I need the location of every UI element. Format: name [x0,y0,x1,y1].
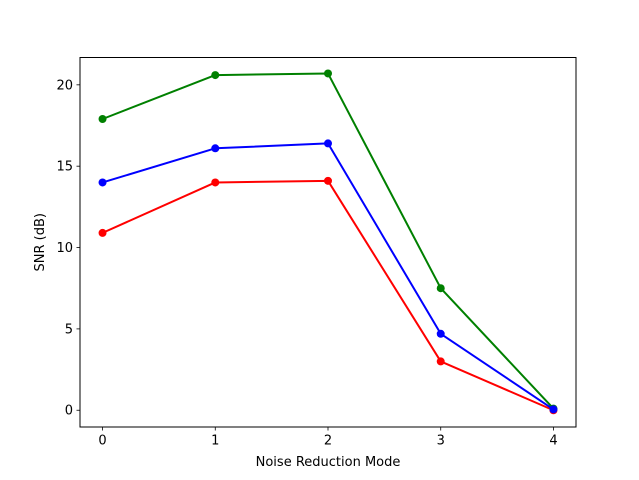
series-green-line [101,72,555,410]
y-tick-label: 20 [56,78,73,93]
series-blue-marker [324,139,332,148]
series-red-marker [211,178,220,187]
series-green-marker [98,115,107,124]
y-tick-label: 0 [65,404,73,419]
y-tick-label: 15 [56,160,73,175]
y-tick-label: 10 [56,241,73,256]
x-axis-label: Noise Reduction Mode [256,455,401,470]
x-tick-label: 1 [211,434,219,449]
series-red-line [101,179,555,412]
series-green-marker [436,284,445,293]
series-blue-marker [211,144,220,153]
series-red-marker [436,357,445,366]
x-tick-label: 2 [324,434,332,449]
series-blue-marker [549,405,558,414]
x-tick-label: 0 [98,434,106,449]
x-tick-label: 3 [437,434,445,449]
series-green-marker [211,71,220,80]
y-axis-label: SNR (dB) [33,213,48,271]
series-red-marker [324,176,332,185]
series-green-marker [324,69,332,78]
series-blue-marker [98,178,107,187]
series-blue-marker [436,329,445,338]
series-red-marker [98,228,107,237]
plot-border [79,57,577,428]
y-tick-label: 5 [65,322,73,337]
x-tick-label: 4 [549,434,557,449]
